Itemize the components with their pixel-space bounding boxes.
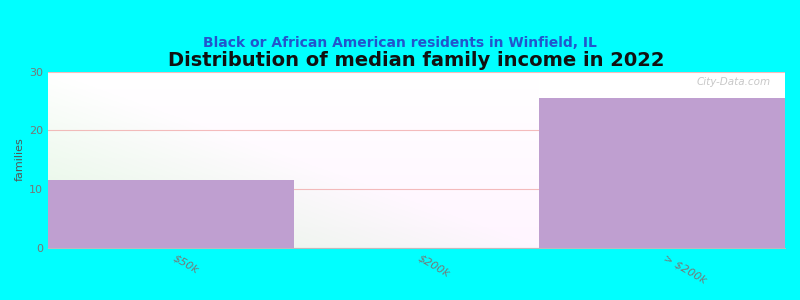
Y-axis label: families: families <box>15 138 25 182</box>
Bar <box>539 72 785 248</box>
Bar <box>539 98 785 248</box>
Text: Black or African American residents in Winfield, IL: Black or African American residents in W… <box>203 36 597 50</box>
Title: Distribution of median family income in 2022: Distribution of median family income in … <box>168 51 665 70</box>
Text: City-Data.com: City-Data.com <box>696 77 770 87</box>
Bar <box>48 180 294 248</box>
